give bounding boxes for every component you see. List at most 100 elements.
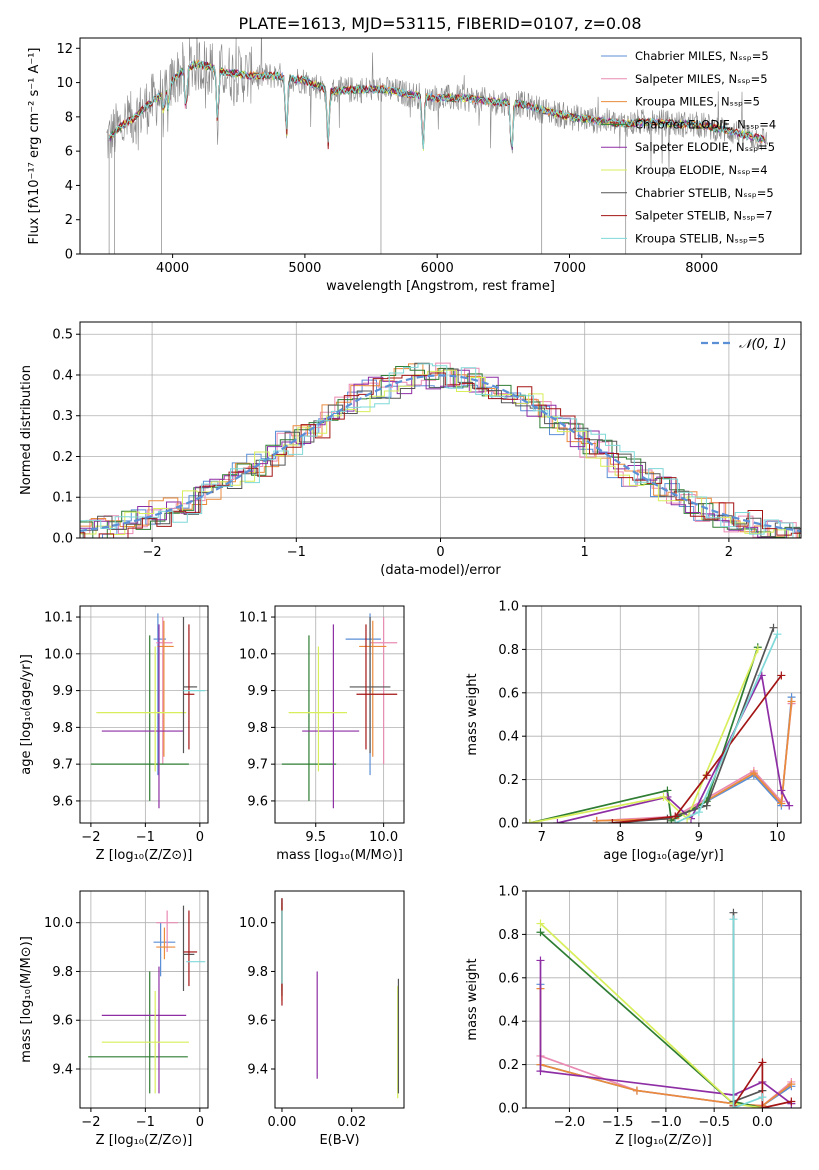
panel-weight_vs_Z: −2.0 −1.5 −1.0 −0.5 0.0 0.0 0.2 0.4 0.6 0.8 1.0 Z [… — [465, 885, 802, 1148]
weight-series-line — [732, 912, 763, 1103]
weight-series-line — [529, 649, 759, 823]
x-tick-label: 7 — [538, 830, 546, 845]
panel-mass_vs_Z: −2 −1 0 9.4 9.6 9.8 10.0 Z [log₁₀(Z/Z⊙)] mass [l… — [19, 890, 209, 1148]
x-tick-label: −1 — [136, 830, 155, 845]
legend-entry: Chabrier ELODIE, Nₛₛₚ=4 — [635, 117, 776, 131]
y-tick-label: 9.6 — [52, 794, 73, 809]
histogram-series — [80, 366, 801, 538]
y-tick-label: 0.3 — [52, 409, 73, 424]
y-tick-label: 12 — [56, 42, 73, 57]
x-axis-label: E(B-V) — [319, 1133, 359, 1148]
x-tick-label: 0.00 — [267, 1115, 296, 1130]
frame-age_vs_mass: 9.5 10.0 9.6 9.7 9.8 9.9 10.0 10.1 mass [log₁₀(M… — [239, 605, 405, 863]
weight-marker — [777, 799, 786, 808]
x-tick-label: 8 — [616, 830, 624, 845]
frame-mass_vs_ebv: 0.00 0.02 9.4 9.6 9.8 10.0 E(B-V) — [239, 890, 405, 1148]
frame-weight_vs_age: 7 8 9 10 0.0 0.2 0.4 0.6 0.8 1.0 age [log₁₀(age/yr… — [465, 600, 802, 863]
x-tick-label: 5000 — [288, 261, 321, 276]
y-tick-label: 10.0 — [239, 647, 268, 662]
y-axis-label: Flux [fλ10⁻¹⁷ erg cm⁻² s⁻¹ A⁻¹] — [27, 48, 42, 245]
weight-marker — [729, 1104, 738, 1108]
weight-marker — [536, 919, 545, 928]
axes-frame — [525, 890, 802, 1109]
x-tick-label: 2 — [725, 545, 733, 560]
x-axis-label: wavelength [Angstrom, rest frame] — [326, 279, 555, 294]
y-tick-label: 0.2 — [498, 1058, 519, 1073]
y-tick-label: 0.5 — [52, 328, 73, 343]
y-tick-label: 0.6 — [498, 971, 519, 986]
y-tick-label: 8 — [65, 110, 73, 125]
weight-marker — [526, 819, 534, 823]
frame-residuals: −2 −1 0 1 2 0.0 0.1 0.2 0.3 0.4 0.5 (data-model)/er… — [19, 321, 802, 578]
panel-spectrum: 4000 5000 6000 7000 8000 0 2 4 6 8 10 12 wavelength … — [27, 37, 802, 294]
weight-marker — [773, 630, 782, 639]
x-tick-label: 9.5 — [305, 830, 326, 845]
legend-entry: Kroupa ELODIE, Nₛₛₚ=4 — [635, 163, 768, 177]
weight-marker — [592, 816, 601, 823]
x-tick-label: 7000 — [553, 261, 586, 276]
y-tick-label: 2 — [65, 213, 73, 228]
legend-entry: Salpeter ELODIE, Nₛₛₚ=5 — [635, 140, 775, 154]
y-tick-label: 0.4 — [52, 368, 73, 383]
weight-series-line — [557, 672, 790, 823]
y-tick-label: 0.6 — [498, 686, 519, 701]
frame-age_vs_Z: −2 −1 0 9.6 9.7 9.8 9.9 10.0 10.1 Z [log₁₀(Z/Z⊙)]… — [19, 605, 209, 863]
x-tick-label: 0 — [196, 1115, 204, 1130]
y-tick-label: 10.1 — [44, 611, 73, 626]
y-tick-label: 10.0 — [44, 916, 73, 931]
y-tick-label: 9.9 — [52, 684, 73, 699]
y-tick-label: 9.6 — [247, 1014, 268, 1029]
axes-frame — [274, 605, 405, 824]
weight-series-line — [529, 646, 759, 823]
x-tick-label: 0.0 — [752, 1115, 773, 1130]
weight-marker — [536, 956, 545, 965]
y-tick-label: 9.6 — [52, 1014, 73, 1029]
y-tick-label: 1.0 — [498, 600, 519, 615]
panel-mass_vs_ebv: 0.00 0.02 9.4 9.6 9.8 10.0 E(B-V) — [239, 890, 405, 1148]
legend-entry: 𝒩(0, 1) — [739, 337, 786, 352]
y-tick-label: 9.7 — [52, 758, 73, 773]
x-tick-label: −2 — [143, 545, 162, 560]
y-tick-label: 0.0 — [498, 1102, 519, 1117]
plot-area-mass_vs_Z — [88, 905, 206, 1094]
y-tick-label: 0.2 — [52, 450, 73, 465]
weight-marker — [536, 1067, 545, 1076]
y-axis-label: mass [log₁₀(M/M⊙)] — [19, 936, 34, 1063]
y-tick-label: 0.1 — [52, 491, 73, 506]
weight-marker — [694, 808, 703, 817]
figure-title: PLATE=1613, MJD=53115, FIBERID=0107, z=0… — [238, 14, 641, 33]
histogram-series — [80, 369, 801, 538]
weight-marker — [702, 801, 711, 810]
frame-mass_vs_Z: −2 −1 0 9.4 9.6 9.8 10.0 Z [log₁₀(Z/Z⊙)] mass [l… — [19, 890, 209, 1148]
x-tick-label: −2 — [81, 1115, 100, 1130]
weight-marker — [671, 819, 680, 823]
y-tick-label: 10.0 — [239, 916, 268, 931]
panel-age_vs_mass: 9.5 10.0 9.6 9.7 9.8 9.9 10.0 10.1 mass [log₁₀(M… — [239, 605, 405, 863]
x-tick-label: 6000 — [421, 261, 454, 276]
x-axis-label: mass [log₁₀(M/M⊙)] — [276, 848, 403, 863]
histogram-series — [80, 363, 801, 538]
y-tick-label: 9.9 — [247, 684, 268, 699]
weight-series-line — [732, 919, 763, 1108]
weight-series-line — [674, 633, 779, 823]
plot-area-age_vs_mass — [281, 613, 398, 809]
x-tick-label: −1.0 — [650, 1115, 682, 1130]
plot-area-age_vs_Z — [90, 613, 206, 809]
x-tick-label: −1 — [287, 545, 306, 560]
weight-series-line — [612, 674, 783, 823]
x-tick-label: 0 — [196, 830, 204, 845]
x-tick-label: 10.0 — [369, 830, 398, 845]
y-tick-label: 6 — [65, 145, 73, 160]
plot-area-mass_vs_ebv — [281, 898, 400, 1099]
legend-entry: Salpeter STELIB, Nₛₛₚ=7 — [635, 209, 773, 223]
y-tick-label: 4 — [65, 179, 73, 194]
weight-marker — [536, 928, 545, 937]
weight-series-line — [732, 1059, 792, 1108]
x-tick-label: −1 — [136, 1115, 155, 1130]
x-axis-label: Z [log₁₀(Z/Z⊙)] — [96, 848, 193, 863]
x-tick-label: 4000 — [156, 261, 189, 276]
y-tick-label: 1.0 — [498, 885, 519, 900]
y-axis-label: age [log₁₀(age/yr)] — [19, 654, 34, 775]
model-spectrum — [108, 60, 765, 150]
